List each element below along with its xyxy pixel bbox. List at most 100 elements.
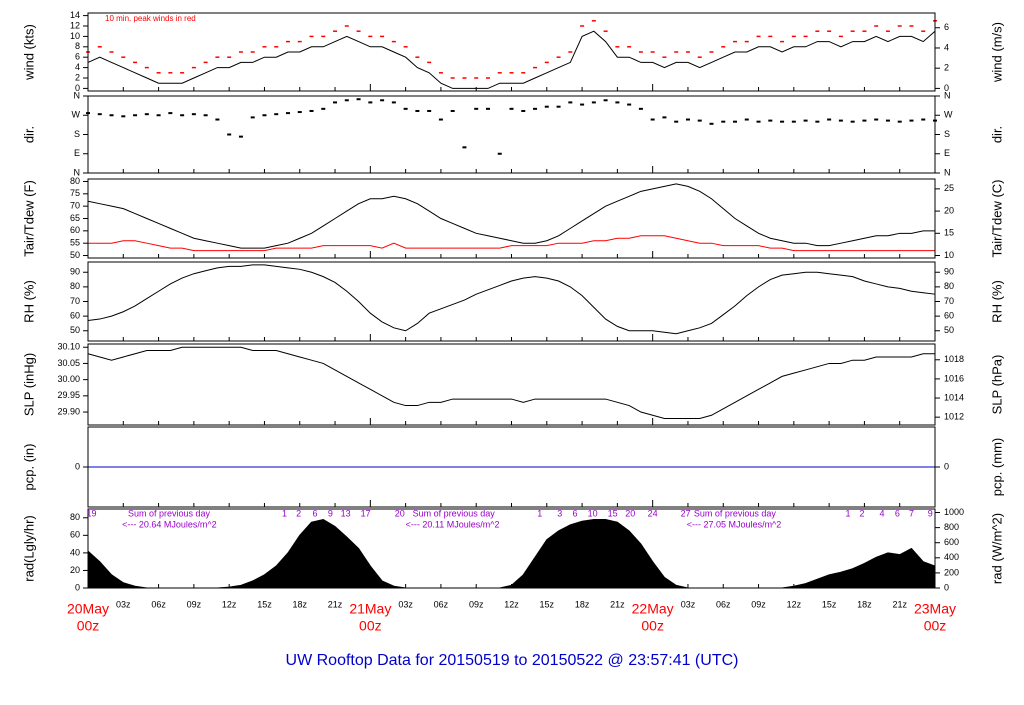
point bbox=[721, 120, 726, 123]
y2-tick-label: 800 bbox=[944, 522, 959, 532]
date-hour-label: 00z bbox=[924, 618, 947, 634]
date-label: 22May bbox=[632, 601, 674, 617]
y-axis-label: SLP (inHg) bbox=[21, 353, 36, 416]
point bbox=[909, 119, 914, 122]
point bbox=[650, 118, 655, 121]
hour-mark: 17 bbox=[361, 508, 371, 518]
x-tick-label: 15z bbox=[822, 599, 837, 609]
point bbox=[180, 114, 185, 117]
point bbox=[850, 120, 855, 123]
point bbox=[662, 116, 667, 119]
y-tick-label: 20 bbox=[70, 565, 80, 575]
y2-tick-label: 25 bbox=[944, 183, 954, 193]
y-axis-label: dir. bbox=[21, 126, 36, 143]
point bbox=[697, 119, 702, 122]
y2-tick-label: 15 bbox=[944, 228, 954, 238]
point bbox=[780, 120, 785, 123]
y-tick-label: 50 bbox=[70, 325, 80, 335]
y2-tick-label: 10 bbox=[944, 250, 954, 260]
date-label: 20May bbox=[67, 601, 109, 617]
x-tick-label: 03z bbox=[116, 599, 131, 609]
x-tick-label: 12z bbox=[787, 599, 802, 609]
y-tick-label: 12 bbox=[70, 20, 80, 30]
series-line bbox=[88, 235, 935, 252]
point bbox=[121, 115, 126, 118]
point bbox=[897, 120, 902, 123]
point bbox=[215, 118, 220, 121]
point bbox=[274, 113, 279, 116]
point bbox=[321, 107, 326, 110]
day-sum-note: Sum of previous day bbox=[694, 508, 777, 518]
point bbox=[297, 111, 302, 114]
y2-tick-label: 90 bbox=[944, 267, 954, 277]
y2-axis-label: SLP (hPa) bbox=[989, 355, 1004, 415]
date-hour-label: 00z bbox=[77, 618, 100, 634]
y2-tick-label: 0 bbox=[944, 582, 949, 592]
x-tick-label: 18z bbox=[292, 599, 307, 609]
y2-tick-label: 50 bbox=[944, 325, 954, 335]
point bbox=[309, 109, 314, 112]
y-tick-label: 6 bbox=[75, 52, 80, 62]
y2-tick-label: N bbox=[944, 167, 951, 177]
day-total: <--- 20.11 MJoules/m^2 bbox=[406, 519, 500, 529]
y2-axis-label: pcp. (mm) bbox=[989, 438, 1004, 497]
hour-mark: 20 bbox=[395, 508, 405, 518]
y2-tick-label: 0 bbox=[944, 461, 949, 471]
point bbox=[109, 114, 114, 117]
hour-mark: 1 bbox=[282, 508, 287, 518]
chart-title: UW Rooftop Data for 20150519 to 20150522… bbox=[286, 652, 739, 669]
y2-tick-label: E bbox=[944, 148, 950, 158]
point bbox=[733, 120, 738, 123]
y2-axis-label: wind (m/s) bbox=[989, 22, 1004, 83]
point bbox=[191, 113, 196, 116]
y-tick-label: 30.10 bbox=[57, 342, 80, 352]
x-tick-label: 15z bbox=[257, 599, 272, 609]
y-tick-label: 70 bbox=[70, 296, 80, 306]
y-tick-label: 4 bbox=[75, 62, 80, 72]
point bbox=[615, 101, 620, 104]
y-tick-label: 70 bbox=[70, 201, 80, 211]
x-tick-label: 12z bbox=[222, 599, 237, 609]
y2-tick-label: 1000 bbox=[944, 507, 964, 517]
x-tick-label: 21z bbox=[328, 599, 343, 609]
x-tick-label: 15z bbox=[540, 599, 555, 609]
hour-mark: 15 bbox=[608, 508, 618, 518]
point bbox=[862, 119, 867, 122]
x-tick-label: 18z bbox=[857, 599, 872, 609]
hour-mark: 20 bbox=[625, 508, 635, 518]
point bbox=[238, 135, 243, 138]
y-tick-label: 30.05 bbox=[57, 358, 80, 368]
y-tick-label: W bbox=[72, 110, 81, 120]
hour-mark: 7 bbox=[909, 508, 914, 518]
y-tick-label: 60 bbox=[70, 225, 80, 235]
point bbox=[333, 101, 338, 104]
point bbox=[368, 101, 373, 104]
point bbox=[603, 99, 608, 102]
series-line bbox=[87, 346, 935, 420]
y-tick-label: 14 bbox=[70, 10, 80, 20]
day-total: <--- 20.64 MJoules/m^2 bbox=[122, 519, 217, 529]
hour-mark: 6 bbox=[313, 508, 318, 518]
point bbox=[144, 113, 149, 116]
y-tick-label: 80 bbox=[70, 281, 80, 291]
point bbox=[533, 107, 538, 110]
y2-tick-label: S bbox=[944, 129, 950, 139]
y-tick-label: 10 bbox=[70, 31, 80, 41]
panel-frame bbox=[87, 12, 936, 92]
panel-frame bbox=[87, 508, 936, 589]
hour-mark: 27 bbox=[681, 508, 691, 518]
hour-mark: 24 bbox=[648, 508, 658, 518]
y2-tick-label: N bbox=[944, 90, 951, 100]
point bbox=[521, 109, 526, 112]
hour-mark: 2 bbox=[860, 508, 865, 518]
point bbox=[474, 107, 479, 110]
panel-frame bbox=[87, 95, 936, 174]
y-tick-label: S bbox=[74, 129, 80, 139]
y2-tick-label: 6 bbox=[944, 22, 949, 32]
hour-mark: 4 bbox=[880, 508, 885, 518]
hour-mark: 9 bbox=[328, 508, 333, 518]
y-axis-label: wind (kts) bbox=[21, 24, 36, 81]
day-total: <--- 27.05 MJoules/m^2 bbox=[687, 519, 782, 529]
y-tick-label: 29.95 bbox=[57, 390, 80, 400]
